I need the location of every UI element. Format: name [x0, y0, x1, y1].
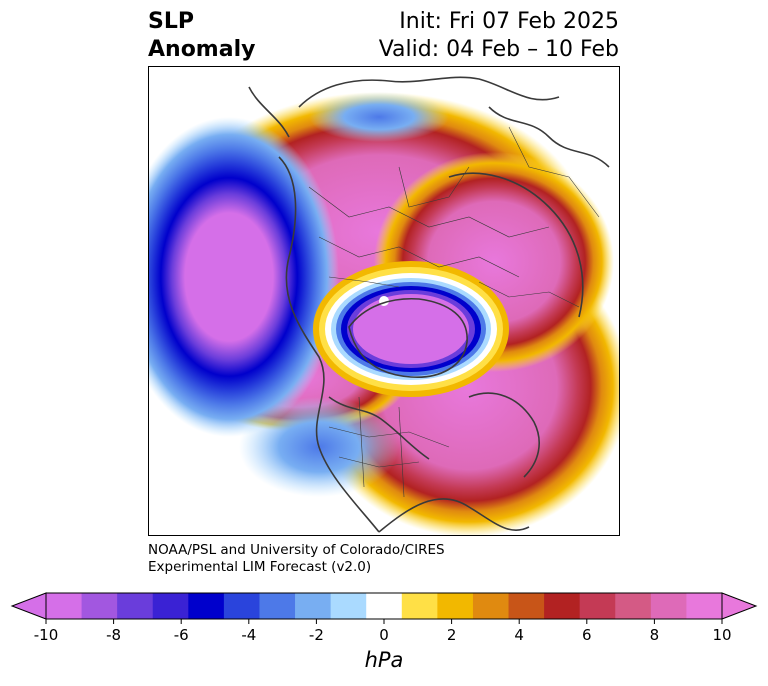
- colorbar: -10 -8 -6 -4 -2 0 2 4 6 8 10: [10, 592, 758, 644]
- colorbar-tick-label: -4: [241, 626, 256, 644]
- colorbar-tick-label: 2: [447, 626, 457, 644]
- colorbar-unit: hPa: [364, 648, 404, 672]
- colorbar-box: [508, 593, 545, 619]
- colorbar-tick-label: 4: [514, 626, 524, 644]
- colorbar-tick-label: 6: [582, 626, 592, 644]
- colorbar-box: [330, 593, 367, 619]
- colorbar-under-arrow: [10, 592, 47, 620]
- colorbar-box: [472, 593, 510, 619]
- colorbar-tick-label: 0: [379, 626, 389, 644]
- colorbar-box: [437, 593, 474, 619]
- colorbar-box: [295, 593, 332, 619]
- map-subtitle: Init: Fri 07 Feb 2025 Valid: 04 Feb – 10…: [379, 8, 619, 64]
- init-date: Init: Fri 07 Feb 2025: [399, 9, 619, 34]
- border-layer: [308, 126, 600, 498]
- valid-range: Valid: 04 Feb – 10 Feb: [378, 37, 619, 62]
- map-panel: [148, 66, 620, 536]
- colorbar-box: [615, 593, 652, 619]
- colorbar-ticks: -10 -8 -6 -4 -2 0 2 4 6 8 10: [34, 619, 732, 644]
- colorbar-box: [46, 593, 83, 619]
- polar-low-ring: [313, 261, 509, 397]
- title-line-1: SLP: [148, 9, 194, 34]
- colorbar-box: [152, 593, 189, 619]
- colorbar-box: [366, 593, 403, 619]
- colorbar-boxes: [10, 592, 758, 620]
- colorbar-box: [259, 593, 296, 619]
- colorbar-over-arrow: [721, 592, 758, 620]
- colorbar-box: [544, 593, 581, 619]
- coastline-layer: [248, 76, 610, 533]
- colorbar-tick-label: 10: [712, 626, 731, 644]
- colorbar-box: [650, 593, 687, 619]
- map-title: SLP Anomaly: [148, 8, 255, 64]
- slp-anomaly-map: [149, 76, 619, 535]
- colorbar-tick-label: -10: [34, 626, 59, 644]
- colorbar-tick-label: 8: [650, 626, 660, 644]
- credit-line-2: Experimental LIM Forecast (v2.0): [148, 559, 372, 575]
- colorbar-tick-label: -8: [106, 626, 121, 644]
- credit-block: NOAA/PSL and University of Colorado/CIRE…: [148, 542, 445, 576]
- colorbar-box: [579, 593, 616, 619]
- colorbar-box: [188, 593, 225, 619]
- colorbar-box: [401, 593, 438, 619]
- colorbar-box: [117, 593, 154, 619]
- title-line-2: Anomaly: [148, 37, 256, 62]
- colorbar-tick-label: -6: [174, 626, 189, 644]
- colorbar-box: [223, 593, 260, 619]
- colorbar-box: [686, 593, 723, 619]
- credit-line-1: NOAA/PSL and University of Colorado/CIRE…: [148, 542, 445, 558]
- colorbar-box: [81, 593, 118, 619]
- colorbar-tick-label: -2: [309, 626, 324, 644]
